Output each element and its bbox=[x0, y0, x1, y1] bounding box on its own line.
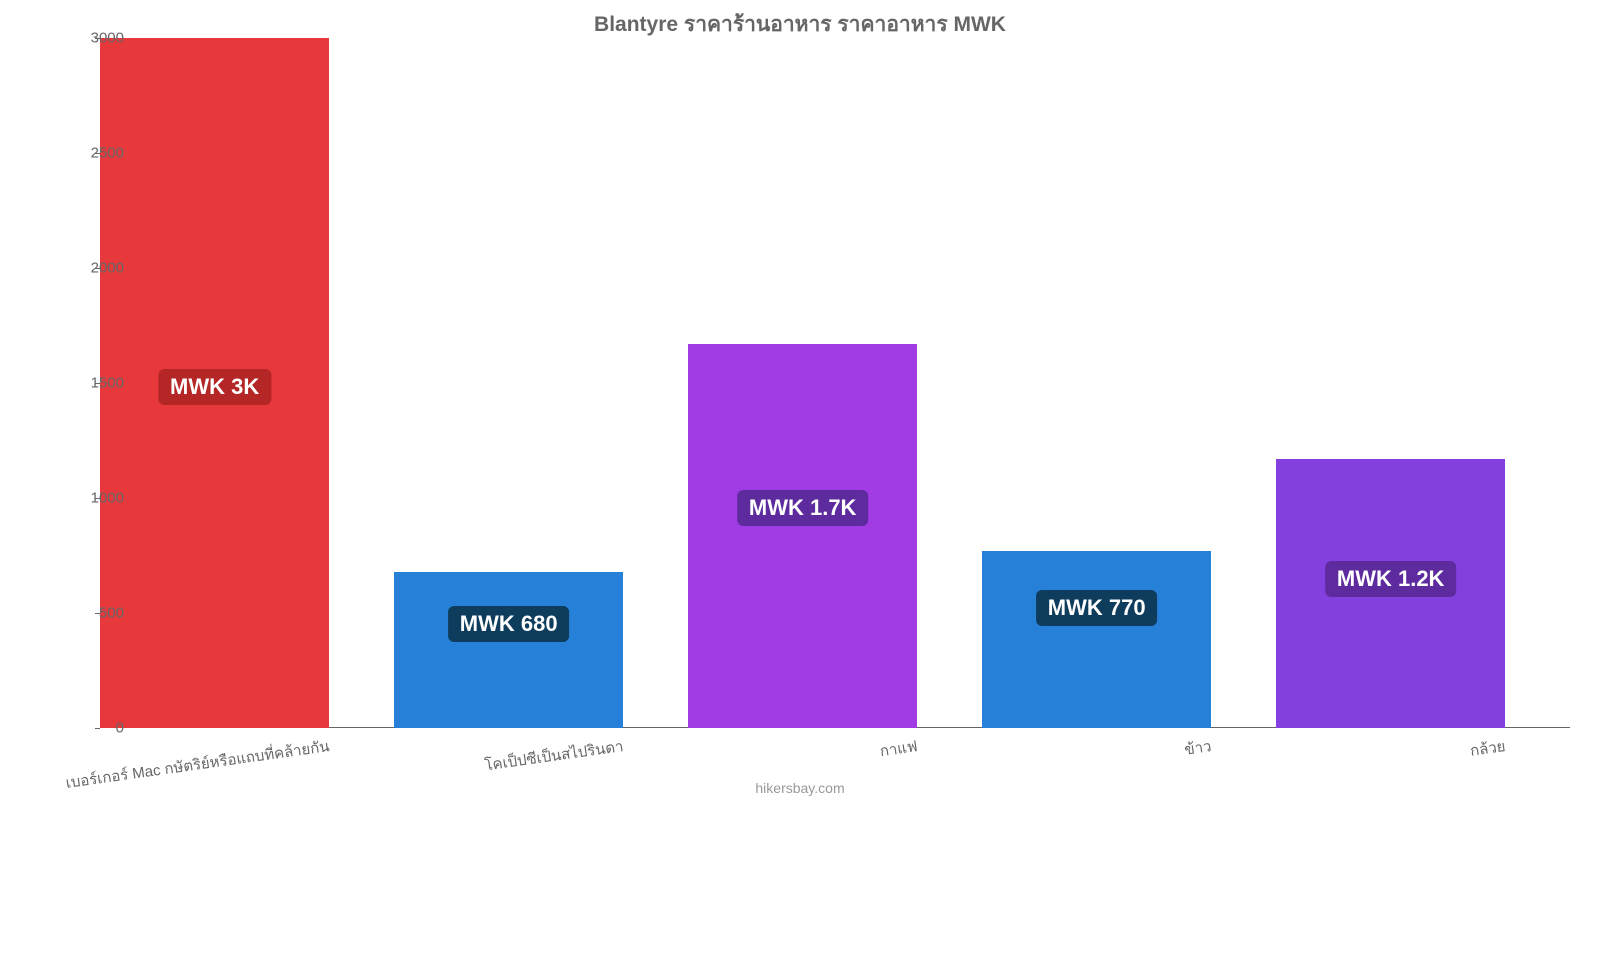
y-tick-mark bbox=[95, 728, 100, 729]
value-label: MWK 680 bbox=[448, 606, 570, 642]
value-label: MWK 3K bbox=[158, 369, 271, 405]
bar bbox=[982, 551, 1211, 728]
chart-title: Blantyre ราคาร้านอาหาร ราคาอาหาร MWK bbox=[594, 8, 1006, 41]
value-label: MWK 770 bbox=[1036, 590, 1158, 626]
plot-area bbox=[100, 38, 1570, 728]
value-label: MWK 1.7K bbox=[737, 490, 869, 526]
y-tick-label: 3000 bbox=[91, 30, 124, 47]
y-tick-label: 1500 bbox=[91, 375, 124, 392]
bar bbox=[688, 344, 917, 728]
y-tick-label: 0 bbox=[116, 720, 124, 737]
attribution-text: hikersbay.com bbox=[755, 780, 844, 796]
bar bbox=[394, 572, 623, 728]
y-tick-label: 1000 bbox=[91, 490, 124, 507]
price-bar-chart: Blantyre ราคาร้านอาหาร ราคาอาหาร MWK 0 50… bbox=[0, 0, 1600, 800]
value-label: MWK 1.2K bbox=[1325, 561, 1457, 597]
y-tick-label: 2000 bbox=[91, 260, 124, 277]
y-tick-label: 500 bbox=[99, 605, 124, 622]
y-tick-label: 2500 bbox=[91, 145, 124, 162]
